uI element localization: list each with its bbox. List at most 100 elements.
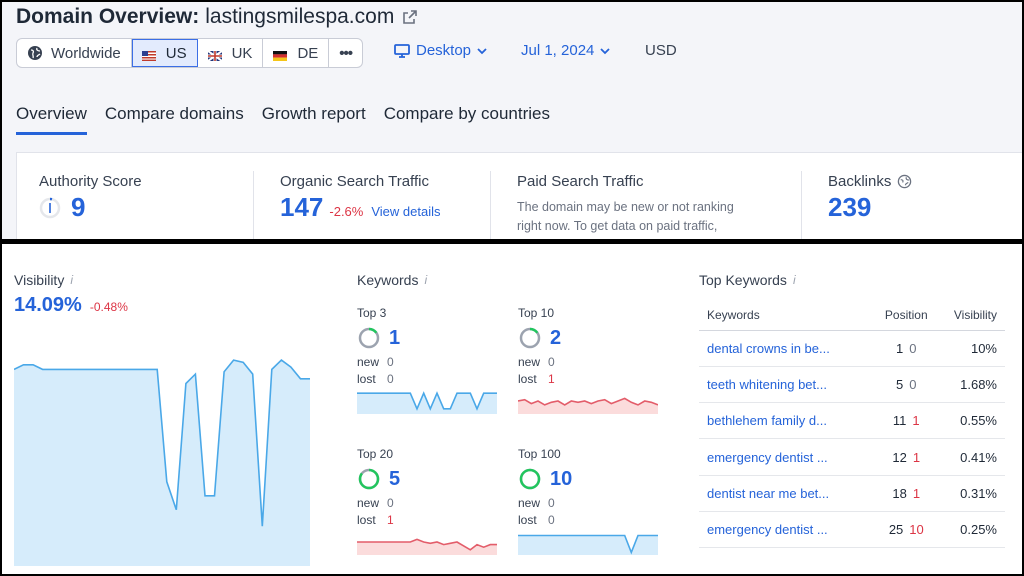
- table-row[interactable]: dentist near me bet... 18 1 0.31%: [699, 475, 1005, 512]
- info-icon[interactable]: i: [70, 273, 73, 287]
- organic-traffic-card[interactable]: Organic Search Traffic 147 -2.6% View de…: [280, 153, 495, 239]
- metrics-cards: Authority Score 9 Organic Search Traffic…: [16, 152, 1022, 239]
- authority-score-card[interactable]: Authority Score 9: [39, 153, 249, 239]
- authority-score-value: 9: [71, 192, 86, 222]
- keyword-visibility: 10%: [935, 330, 1005, 367]
- view-details-link[interactable]: View details: [371, 204, 441, 219]
- table-row[interactable]: teeth whitening bet... 5 0 1.68%: [699, 366, 1005, 404]
- currency-label: USD: [645, 42, 677, 59]
- tab-compare-by-countries[interactable]: Compare by countries: [383, 104, 551, 123]
- paid-traffic-card[interactable]: Paid Search Traffic The domain may be ne…: [517, 153, 797, 239]
- device-value: Desktop: [416, 42, 472, 59]
- keywords-sparkline-area: [357, 393, 497, 414]
- keyword-position-change: 0: [909, 376, 917, 392]
- visibility-value: 14.09%: [14, 294, 82, 316]
- ring-progress: [519, 327, 541, 349]
- top-keywords-section-title: Top Keywords i: [699, 272, 796, 288]
- table-row[interactable]: emergency dentist ... 12 1 0.41%: [699, 438, 1005, 476]
- tab-overview[interactable]: Overview: [16, 104, 87, 135]
- keyword-position-change: 0: [909, 340, 917, 356]
- more-icon: •••: [339, 44, 353, 62]
- page-title-prefix: Domain Overview:: [16, 5, 200, 28]
- keyword-visibility: 1.68%: [935, 366, 1005, 404]
- keyword-link[interactable]: emergency dentist ...: [699, 438, 878, 476]
- info-icon[interactable]: i: [424, 273, 428, 287]
- keywords-sparkline-line: [517, 397, 659, 406]
- keyword-link[interactable]: teeth whitening bet...: [699, 366, 878, 404]
- keywords-top100-block[interactable]: Top 100 10 new 0 lost 0: [518, 447, 668, 560]
- keyword-link[interactable]: emergency dentist ...: [699, 511, 878, 549]
- uk-flag-icon: [207, 48, 223, 62]
- ring-progress: [358, 327, 380, 349]
- region-de[interactable]: DE: [263, 39, 330, 67]
- keywords-top3-block[interactable]: Top 3 1 new 0 lost 0: [357, 306, 507, 419]
- new-label: new: [518, 355, 541, 369]
- keyword-position-change: 1: [912, 413, 920, 429]
- ring-progress: [519, 468, 541, 490]
- keywords-top10-block[interactable]: Top 10 2 new 0 lost 1: [517, 306, 668, 419]
- keyword-visibility: 0.25%: [935, 511, 1005, 549]
- lost-label: lost: [518, 372, 537, 386]
- keyword-position-cell: 11 1: [877, 402, 936, 440]
- keywords-sparkline-area: [357, 539, 497, 555]
- keyword-visibility: 0.55%: [935, 402, 1005, 440]
- keyword-position: 12: [892, 449, 907, 465]
- top20-sparkline: [357, 538, 497, 555]
- top3-ring-icon: [358, 327, 380, 349]
- keywords-sparkline-line: [357, 538, 497, 551]
- globe-icon: [897, 174, 912, 189]
- visibility-delta: -0.48%: [89, 300, 128, 314]
- new-label: new: [518, 496, 541, 510]
- keywords-top20-block[interactable]: Top 20 5 new 0 lost 1: [357, 447, 507, 560]
- paid-traffic-note-line1: The domain may be new or not ranking: [517, 200, 734, 214]
- backlinks-card[interactable]: Backlinks 239: [828, 153, 1018, 239]
- region-us-label: US: [165, 44, 187, 62]
- more-regions-button[interactable]: •••: [329, 39, 362, 67]
- region-de-label: DE: [297, 44, 319, 62]
- keywords-top20-lost: 1: [387, 513, 394, 527]
- keywords-top20-title: Top 20: [357, 447, 394, 461]
- domain-name[interactable]: lastingsmilespa.com: [205, 5, 395, 28]
- backlinks-value: 239: [828, 192, 872, 222]
- keywords-top20-new: 0: [387, 496, 394, 510]
- keyword-link[interactable]: dental crowns in be...: [699, 330, 878, 367]
- table-row[interactable]: bethlehem family d... 11 1 0.55%: [699, 402, 1005, 440]
- organic-traffic-delta: -2.6%: [329, 204, 364, 219]
- keywords-top100-lost: 0: [548, 513, 555, 527]
- us-flag-icon: [141, 48, 156, 61]
- device-dropdown[interactable]: Desktop: [394, 42, 487, 59]
- region-worldwide[interactable]: Worldwide: [17, 39, 132, 67]
- keyword-link[interactable]: dentist near me bet...: [699, 475, 878, 512]
- tab-compare-domains[interactable]: Compare domains: [104, 104, 244, 123]
- keyword-position: 25: [888, 522, 904, 538]
- keyword-position: 18: [892, 485, 907, 501]
- info-icon[interactable]: i: [792, 273, 796, 287]
- keywords-top3-count: 1: [389, 326, 401, 349]
- visibility-trend-chart: [14, 359, 310, 566]
- top-keywords-table: Keywords Position Visibility dental crow…: [699, 300, 1005, 549]
- column-header-keywords[interactable]: Keywords: [699, 300, 878, 331]
- keywords-top3-new: 0: [387, 355, 394, 369]
- top-keywords-label: Top Keywords: [699, 272, 787, 288]
- external-link-icon[interactable]: [402, 9, 418, 25]
- tab-bar: Overview Compare domains Growth report C…: [16, 104, 568, 135]
- lost-label: lost: [518, 513, 537, 527]
- table-row[interactable]: dental crowns in be... 1 0 10%: [699, 330, 1005, 367]
- keywords-top100-new: 0: [548, 496, 555, 510]
- ring-progress: [358, 468, 380, 490]
- region-us[interactable]: US: [131, 39, 198, 67]
- column-header-position[interactable]: Position: [877, 300, 936, 331]
- table-row[interactable]: emergency dentist ... 25 10 0.25%: [699, 511, 1005, 549]
- keyword-link[interactable]: bethlehem family d...: [699, 402, 878, 440]
- column-header-visibility[interactable]: Visibility: [935, 300, 1005, 331]
- keywords-top20-count: 5: [389, 467, 401, 490]
- date-dropdown[interactable]: Jul 1, 2024: [521, 42, 611, 59]
- authority-score-label: Authority Score: [39, 173, 142, 190]
- de-flag-icon: [273, 48, 288, 61]
- top20-ring-icon: [358, 468, 380, 490]
- new-label: new: [357, 496, 380, 510]
- tab-growth-report[interactable]: Growth report: [261, 104, 366, 123]
- chevron-down-icon: [477, 42, 487, 59]
- region-uk[interactable]: UK: [198, 39, 264, 67]
